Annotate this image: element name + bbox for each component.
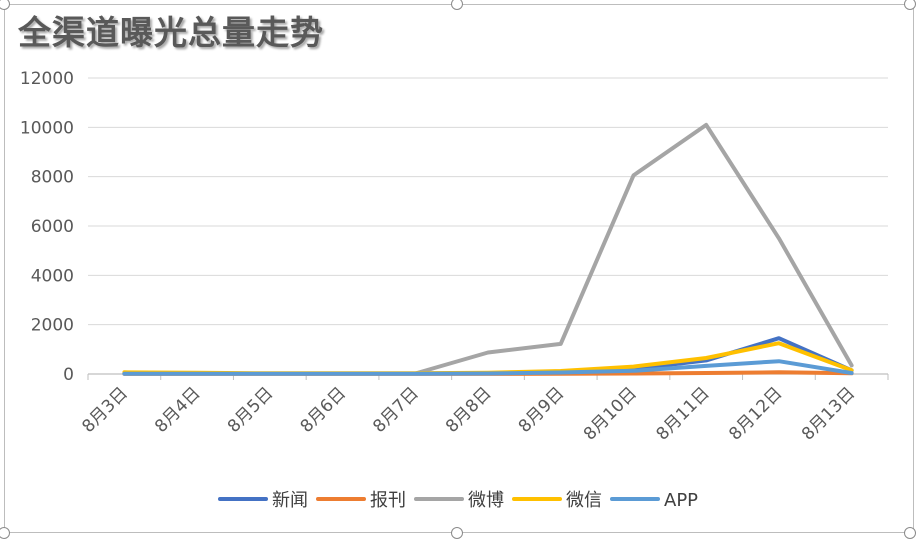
x-tick-label: 8月9日 bbox=[515, 383, 568, 436]
x-axis: 8月3日 8月4日 8月5日 8月6日 8月7日 8月8日 8月9日 8月10日 8月11日 8月… bbox=[78, 373, 889, 445]
x-tick-label: 8月3日 bbox=[78, 383, 131, 436]
gridlines bbox=[88, 77, 888, 326]
x-tick-label: 8月4日 bbox=[151, 383, 204, 436]
y-axis: 0 2000 4000 6000 8000 10000 12000 bbox=[20, 69, 74, 385]
series-line-3 bbox=[122, 122, 854, 376]
y-tick-label: 6000 bbox=[31, 217, 74, 237]
legend-label: 微信 bbox=[566, 490, 602, 511]
x-tick-label: 8月11日 bbox=[653, 383, 714, 444]
y-tick-label: 8000 bbox=[31, 168, 74, 188]
legend-label: 微博 bbox=[468, 490, 504, 511]
x-tick-label: 8月13日 bbox=[798, 383, 859, 444]
y-tick-label: 2000 bbox=[31, 316, 74, 336]
y-tick-label: 12000 bbox=[20, 69, 74, 89]
x-tick-label: 8月6日 bbox=[297, 383, 350, 436]
legend: 新闻 报刊 微博 微信 APP bbox=[218, 490, 698, 511]
legend-label: APP bbox=[664, 490, 698, 511]
resize-handle-top-center[interactable] bbox=[451, 0, 463, 10]
x-tick-label: 8月8日 bbox=[442, 383, 495, 436]
chart-title: 全渠道曝光总量走势 bbox=[18, 13, 324, 52]
series-line-5 bbox=[122, 359, 854, 376]
series-line-1 bbox=[122, 336, 854, 376]
x-tick-label: 8月5日 bbox=[224, 383, 277, 436]
y-tick-label: 0 bbox=[63, 365, 74, 385]
legend-label: 报刊 bbox=[370, 490, 406, 511]
series-lines bbox=[122, 122, 854, 376]
x-tick-label: 8月7日 bbox=[369, 383, 422, 436]
resize-handle-top-right[interactable] bbox=[904, 0, 916, 10]
resize-handle-top-left[interactable] bbox=[0, 0, 10, 10]
legend-label: 新闻 bbox=[272, 490, 308, 511]
y-tick-label: 10000 bbox=[20, 118, 74, 138]
x-tick-label: 8月10日 bbox=[580, 383, 641, 444]
y-tick-label: 4000 bbox=[31, 266, 74, 286]
x-tick-label: 8月12日 bbox=[725, 383, 786, 444]
